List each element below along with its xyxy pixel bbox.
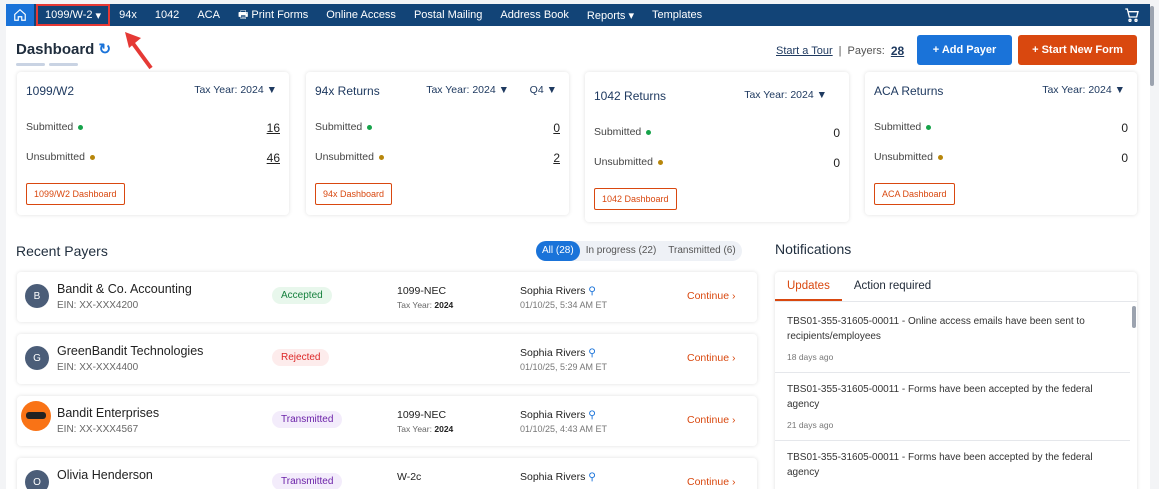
payer-row[interactable]: G GreenBandit Technologies EIN: XX-XXX44…	[17, 334, 757, 384]
title-underline	[16, 63, 45, 66]
dashboard-button[interactable]: ACA Dashboard	[874, 183, 955, 205]
tax-year-dropdown[interactable]: Tax Year: 2024 ▼	[194, 84, 277, 96]
notifications-scrollbar[interactable]	[1132, 306, 1136, 328]
avatar: G	[25, 346, 49, 370]
tax-year-dropdown[interactable]: Tax Year: 2024 ▼	[1042, 84, 1125, 96]
summary-card: ACA Returns Tax Year: 2024 ▼ Submitted 0 …	[865, 72, 1137, 215]
page-scrollbar-thumb[interactable]	[1150, 6, 1154, 86]
recent-payers-title: Recent Payers	[16, 243, 108, 259]
printer-icon: 🖶	[237, 8, 249, 21]
payer-row[interactable]: B Bandit & Co. Accounting EIN: XX-XXX420…	[17, 272, 757, 322]
summary-card: 1042 Returns Tax Year: 2024 ▼ Submitted 0…	[585, 72, 849, 222]
payer-row[interactable]: Bandit Enterprises EIN: XX-XXX4567 Trans…	[17, 396, 757, 446]
header-links: Start a Tour | Payers: 28	[776, 44, 905, 58]
divider	[775, 440, 1130, 441]
user-icon: ⚲	[588, 285, 596, 297]
dashboard-button[interactable]: 1099/W2 Dashboard	[26, 183, 125, 205]
payer-filters: All (28) In progress (22) Transmitted (6…	[536, 241, 742, 261]
notification-item[interactable]: TBS01-355-31605-00011 - Forms have been …	[787, 452, 1093, 478]
page-scrollbar[interactable]	[1150, 0, 1159, 489]
top-nav: 1099/W-2 ▾ 94x 1042 ACA 🖶 Print Forms On…	[6, 4, 1152, 26]
start-tour-link[interactable]: Start a Tour	[776, 45, 833, 57]
annotation-arrow	[125, 32, 153, 70]
home-icon	[14, 8, 26, 21]
nav-1099-w2[interactable]: 1099/W-2 ▾	[36, 4, 111, 26]
start-new-form-button[interactable]: + Start New Form	[1018, 35, 1137, 65]
tax-year-dropdown[interactable]: Tax Year: 2024 ▼	[426, 84, 509, 96]
submitted-row: Submitted 0	[594, 126, 840, 140]
tax-year-dropdown[interactable]: Tax Year: 2024 ▼	[744, 89, 827, 101]
status-badge: Transmitted	[272, 473, 343, 489]
add-payer-button[interactable]: + Add Payer	[917, 35, 1012, 65]
nav-aca[interactable]: ACA	[197, 9, 220, 21]
status-badge: Accepted	[272, 287, 332, 304]
nav-address-book[interactable]: Address Book	[500, 9, 569, 21]
avatar-fox-image	[21, 401, 51, 431]
nav-1042[interactable]: 1042	[154, 9, 180, 21]
submitted-row: Submitted 0	[315, 121, 560, 135]
page-title: Dashboard ↻	[16, 41, 112, 58]
dashboard-button[interactable]: 1042 Dashboard	[594, 188, 677, 210]
status-badge: Transmitted	[272, 411, 343, 428]
filter-all[interactable]: All (28)	[536, 241, 580, 261]
nav-online-access[interactable]: Online Access	[326, 9, 396, 21]
title-underline	[49, 63, 78, 66]
nav-94x[interactable]: 94x	[119, 9, 137, 21]
avatar: O	[25, 470, 49, 489]
continue-link[interactable]: Continue ›	[687, 476, 736, 488]
summary-card: 1099/W2 Tax Year: 2024 ▼ Submitted 16 Uns…	[17, 72, 289, 215]
notification-item[interactable]: TBS01-355-31605-00011 - Forms have been …	[787, 384, 1093, 430]
continue-link[interactable]: Continue ›	[687, 352, 736, 364]
page: 1099/W-2 ▾ 94x 1042 ACA 🖶 Print Forms On…	[6, 4, 1152, 489]
nav-templates[interactable]: Templates	[652, 9, 703, 21]
tab-updates[interactable]: Updates	[775, 272, 842, 301]
user-icon: ⚲	[588, 347, 596, 359]
user-icon: ⚲	[588, 409, 596, 421]
dashboard-button[interactable]: 94x Dashboard	[315, 183, 393, 205]
continue-link[interactable]: Continue ›	[687, 414, 736, 426]
notifications-panel: Updates Action required TBS01-355-31605-0…	[775, 272, 1137, 489]
cart-icon[interactable]	[1124, 7, 1140, 23]
unsubmitted-row: Unsubmitted 46	[26, 151, 280, 165]
filter-in-progress[interactable]: In progress (22)	[585, 245, 657, 256]
nav-print-forms[interactable]: 🖶 Print Forms	[237, 8, 309, 21]
notifications-title: Notifications	[775, 241, 852, 257]
filter-transmitted[interactable]: Transmitted (6)	[668, 245, 736, 256]
summary-card: 94x Returns Tax Year: 2024 ▼ Q4 ▼ Submit…	[306, 72, 569, 215]
unsubmitted-row: Unsubmitted 0	[594, 156, 840, 170]
nav-reports[interactable]: Reports ▾	[586, 9, 635, 22]
payers-count-link[interactable]: 28	[890, 44, 905, 58]
quarter-dropdown[interactable]: Q4 ▼	[529, 84, 557, 96]
home-button[interactable]	[6, 4, 34, 26]
continue-link[interactable]: Continue ›	[687, 290, 736, 302]
submitted-row: Submitted 16	[26, 121, 280, 135]
refresh-icon[interactable]: ↻	[98, 41, 112, 58]
payer-row[interactable]: O Olivia Henderson Transmitted W-2c Soph…	[17, 458, 757, 489]
nav-postal-mailing[interactable]: Postal Mailing	[413, 9, 483, 21]
avatar: B	[25, 284, 49, 308]
submitted-row: Submitted 0	[874, 121, 1128, 135]
user-icon: ⚲	[588, 471, 596, 483]
status-badge: Rejected	[272, 349, 330, 366]
unsubmitted-row: Unsubmitted 2	[315, 151, 560, 165]
notification-item[interactable]: TBS01-355-31605-00011 - Online access em…	[787, 316, 1085, 362]
unsubmitted-row: Unsubmitted 0	[874, 151, 1128, 165]
divider	[775, 372, 1130, 373]
tab-action-required[interactable]: Action required	[853, 280, 932, 292]
